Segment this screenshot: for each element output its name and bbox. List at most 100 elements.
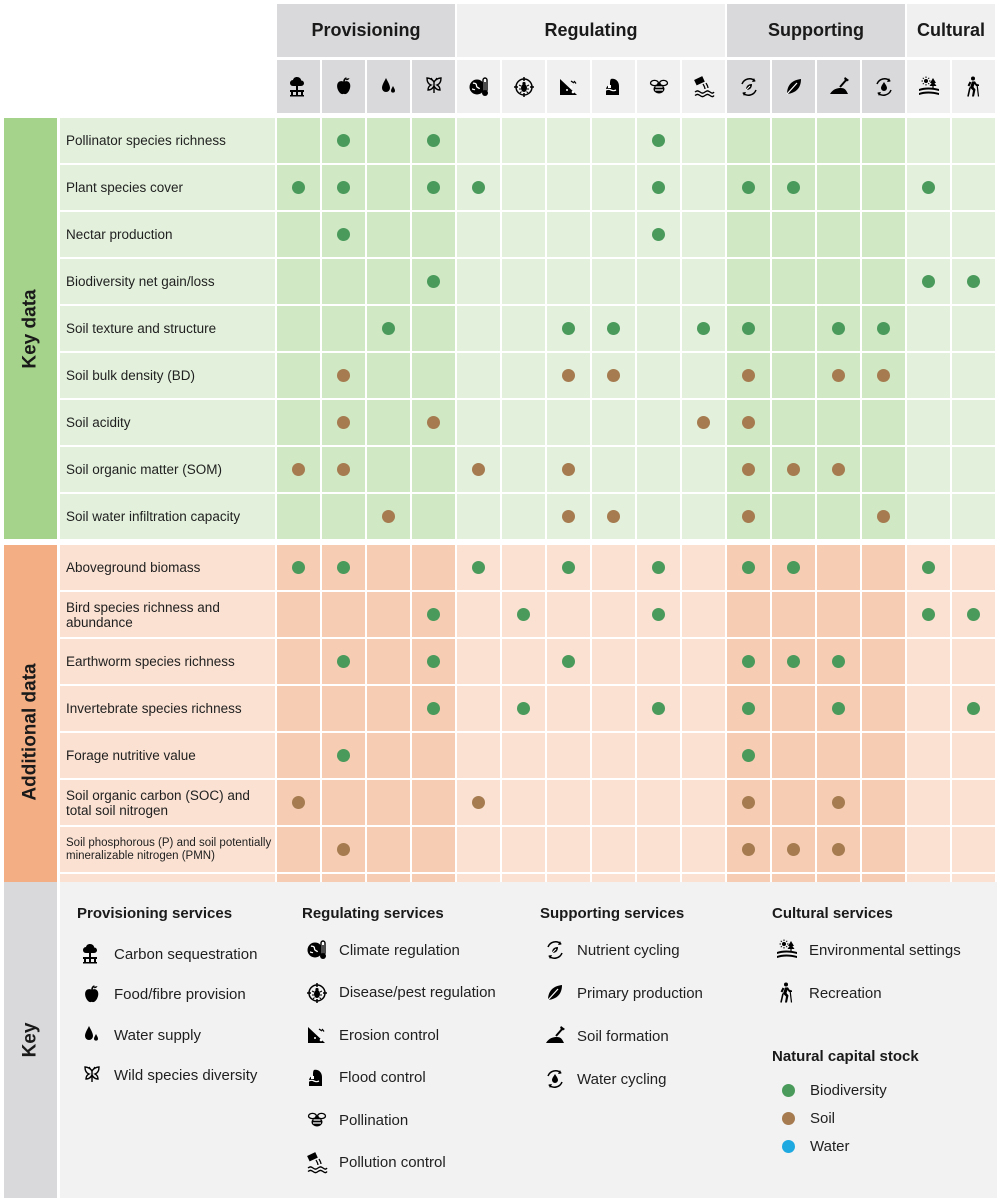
soil-formation-icon xyxy=(542,1023,568,1049)
matrix-cell xyxy=(592,259,635,304)
key-item-label: Soil xyxy=(810,1109,836,1127)
biodiversity-dot xyxy=(292,561,305,574)
matrix-cell xyxy=(457,400,500,445)
key-title: Supporting services xyxy=(540,905,685,922)
primary-production-icon xyxy=(542,980,568,1006)
key-item-label: Wild species diversity xyxy=(114,1067,258,1084)
matrix-cell xyxy=(952,827,995,872)
matrix-cell xyxy=(862,780,905,825)
column-header-water-cycling-icon xyxy=(862,60,905,113)
soil-dot xyxy=(427,416,440,429)
matrix-cell xyxy=(952,306,995,351)
matrix-cell xyxy=(907,447,950,492)
matrix-cell xyxy=(322,306,365,351)
row-label: Soil acidity xyxy=(60,400,275,445)
biodiversity-dot xyxy=(742,655,755,668)
key-item: Biodiversity xyxy=(774,1077,887,1103)
matrix-cell xyxy=(907,118,950,163)
group-header-cultural: Cultural xyxy=(907,4,995,57)
biodiversity-dot xyxy=(562,322,575,335)
matrix-cell xyxy=(772,212,815,257)
biodiversity-dot xyxy=(832,655,845,668)
matrix-cell xyxy=(952,212,995,257)
matrix-cell xyxy=(862,400,905,445)
biodiversity-dot xyxy=(652,702,665,715)
soil-dot xyxy=(877,510,890,523)
matrix-cell xyxy=(502,494,545,539)
soil-dot xyxy=(787,463,800,476)
biodiversity-dot xyxy=(832,702,845,715)
matrix-cell xyxy=(727,212,770,257)
key-item: Recreation xyxy=(774,980,882,1006)
biodiversity-dot xyxy=(562,561,575,574)
matrix-cell xyxy=(367,592,410,637)
matrix-cell xyxy=(682,259,725,304)
matrix-cell xyxy=(547,827,590,872)
matrix-cell xyxy=(862,827,905,872)
column-header-wild-species-icon xyxy=(412,60,455,113)
matrix-cell xyxy=(637,780,680,825)
matrix-cell xyxy=(412,780,455,825)
column-header-flood-control-icon xyxy=(592,60,635,113)
soil-dot xyxy=(742,510,755,523)
matrix-cell xyxy=(412,827,455,872)
matrix-cell xyxy=(817,494,860,539)
matrix-cell xyxy=(502,212,545,257)
erosion-control-icon xyxy=(304,1022,330,1048)
matrix-cell xyxy=(502,827,545,872)
matrix-cell xyxy=(682,733,725,778)
matrix-cell xyxy=(817,259,860,304)
biodiversity-dot xyxy=(922,181,935,194)
soil-dot xyxy=(562,369,575,382)
key-title: Cultural services xyxy=(772,905,893,922)
row-label: Soil organic carbon (SOC) and total soil… xyxy=(60,780,275,825)
matrix-cell xyxy=(862,447,905,492)
climate-regulation-icon xyxy=(304,937,330,963)
food-fibre-icon xyxy=(332,75,356,99)
biodiversity-dot xyxy=(427,134,440,147)
matrix-cell xyxy=(592,592,635,637)
soil-dot xyxy=(742,369,755,382)
column-header-pollination-icon xyxy=(637,60,680,113)
matrix-cell xyxy=(367,447,410,492)
recreation-icon xyxy=(962,75,986,99)
matrix-cell xyxy=(772,733,815,778)
additional-data-section-label-text: Additional data xyxy=(19,663,41,801)
row-label: Soil phosphorous (P) and soil potentiall… xyxy=(60,827,275,872)
matrix-cell xyxy=(412,353,455,398)
biodiversity-dot xyxy=(427,275,440,288)
matrix-cell xyxy=(592,447,635,492)
matrix-cell xyxy=(907,733,950,778)
matrix-cell xyxy=(412,733,455,778)
row-label: Plant species cover xyxy=(60,165,275,210)
key-item: Soil formation xyxy=(542,1023,669,1049)
column-header-food-fibre-icon xyxy=(322,60,365,113)
matrix-cell xyxy=(592,639,635,684)
column-header-disease-pest-icon xyxy=(502,60,545,113)
matrix-cell xyxy=(682,212,725,257)
soil-dot xyxy=(697,416,710,429)
key-item-label: Erosion control xyxy=(339,1026,440,1044)
biodiversity-dot xyxy=(967,702,980,715)
soil-dot xyxy=(337,369,350,382)
soil-dot xyxy=(832,463,845,476)
matrix-cell xyxy=(457,306,500,351)
matrix-cell xyxy=(817,545,860,590)
key-item: Soil xyxy=(774,1105,835,1131)
pollution-control-icon xyxy=(304,1150,330,1176)
water-cycling-icon xyxy=(542,1066,568,1092)
soil-dot xyxy=(607,510,620,523)
matrix-cell xyxy=(817,212,860,257)
matrix-cell xyxy=(367,545,410,590)
additional-data-section-label: Additional data xyxy=(4,545,57,919)
matrix-cell xyxy=(682,545,725,590)
biodiversity-dot xyxy=(922,608,935,621)
matrix-cell xyxy=(862,118,905,163)
matrix-cell xyxy=(277,353,320,398)
soil-dot xyxy=(877,369,890,382)
matrix-cell xyxy=(367,780,410,825)
recreation-icon xyxy=(774,980,800,1006)
soil-dot xyxy=(742,843,755,856)
key-item-label: Food/fibre provision xyxy=(114,986,246,1003)
row-label-text: Aboveground biomass xyxy=(66,560,201,575)
